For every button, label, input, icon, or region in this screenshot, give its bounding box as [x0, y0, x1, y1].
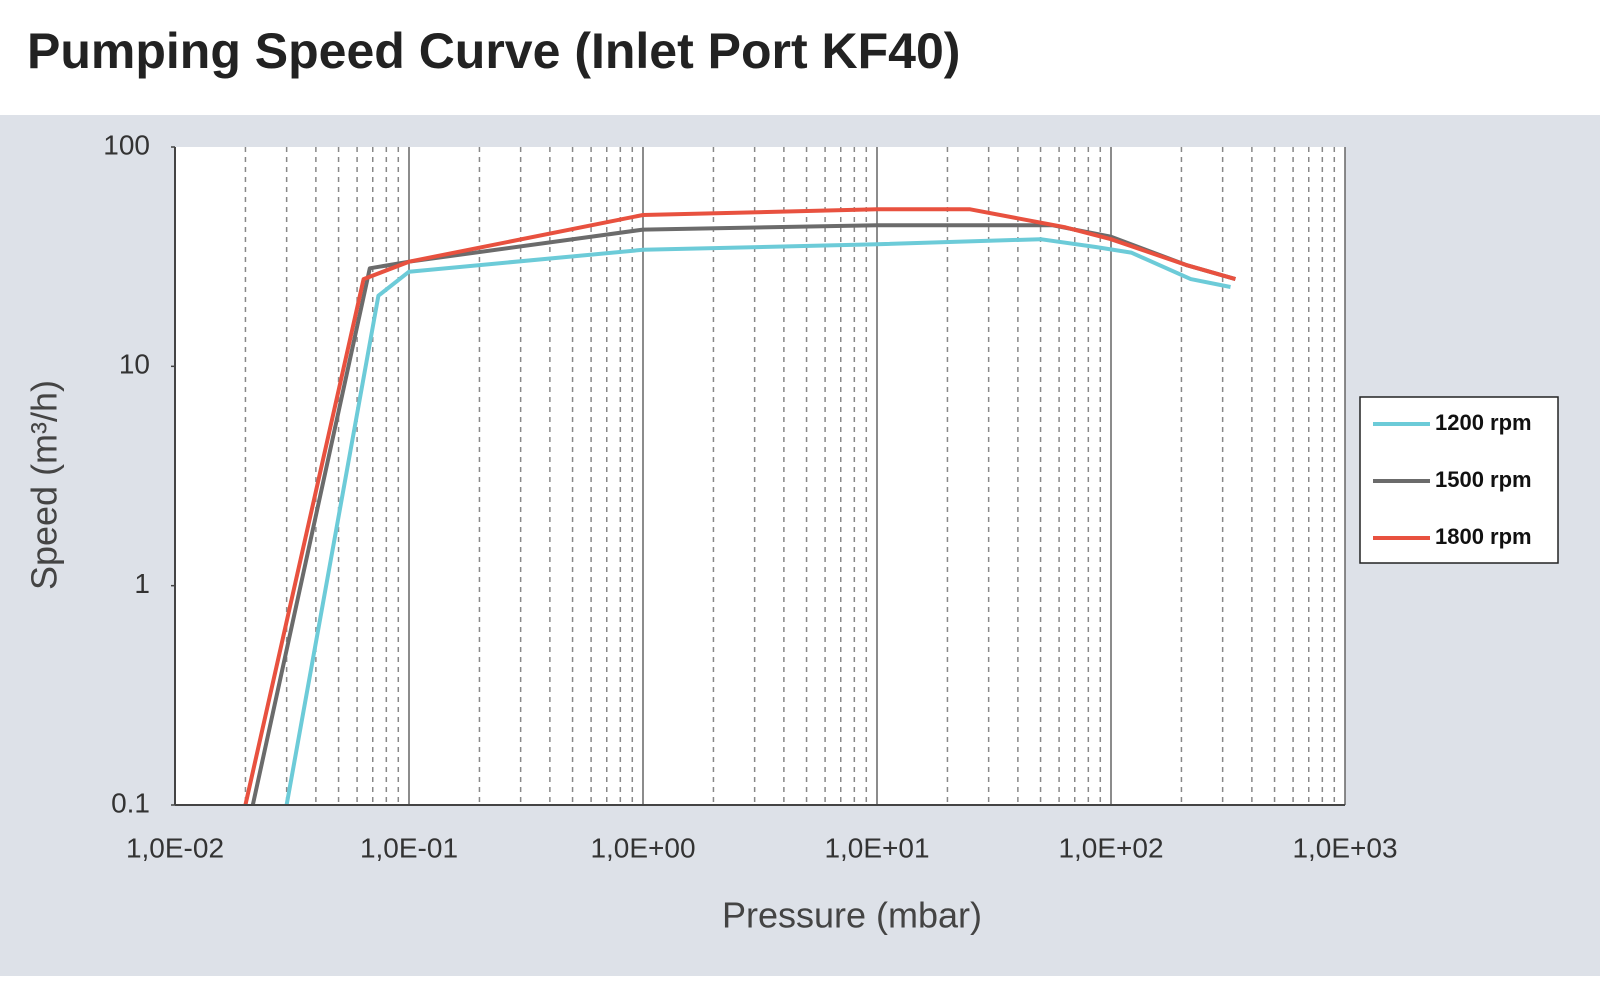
y-axis-label: Speed (m³/h): [24, 380, 65, 590]
y-tick-label: 0.1: [111, 787, 150, 818]
legend-label: 1800 rpm: [1435, 524, 1532, 549]
x-tick-label: 1,0E-02: [126, 832, 224, 863]
lines: [243, 207, 1236, 806]
plot-area: [175, 147, 1345, 805]
x-tick-label: 1,0E+03: [1292, 832, 1397, 863]
x-tick-label: 1,0E+02: [1058, 832, 1163, 863]
y-tick-label: 1: [134, 568, 150, 599]
legend-label: 1500 rpm: [1435, 467, 1532, 492]
legend: 1200 rpm 1500 rpm 1800 rpm: [1359, 396, 1559, 564]
y-tick-label: 10: [119, 349, 150, 380]
y-tick-label: 100: [103, 129, 150, 160]
x-axis-label: Pressure (mbar): [722, 895, 982, 936]
legend-label: 1200 rpm: [1435, 410, 1532, 435]
chart-title: Pumping Speed Curve (Inlet Port KF40): [27, 23, 960, 79]
series-line: [284, 237, 1231, 806]
x-tick-label: 1,0E+00: [590, 832, 695, 863]
x-tick-label: 1,0E+01: [824, 832, 929, 863]
x-tick-label: 1,0E-01: [360, 832, 458, 863]
header-background: [0, 0, 1600, 115]
series-line: [243, 207, 1236, 806]
grid: [171, 146, 1346, 806]
